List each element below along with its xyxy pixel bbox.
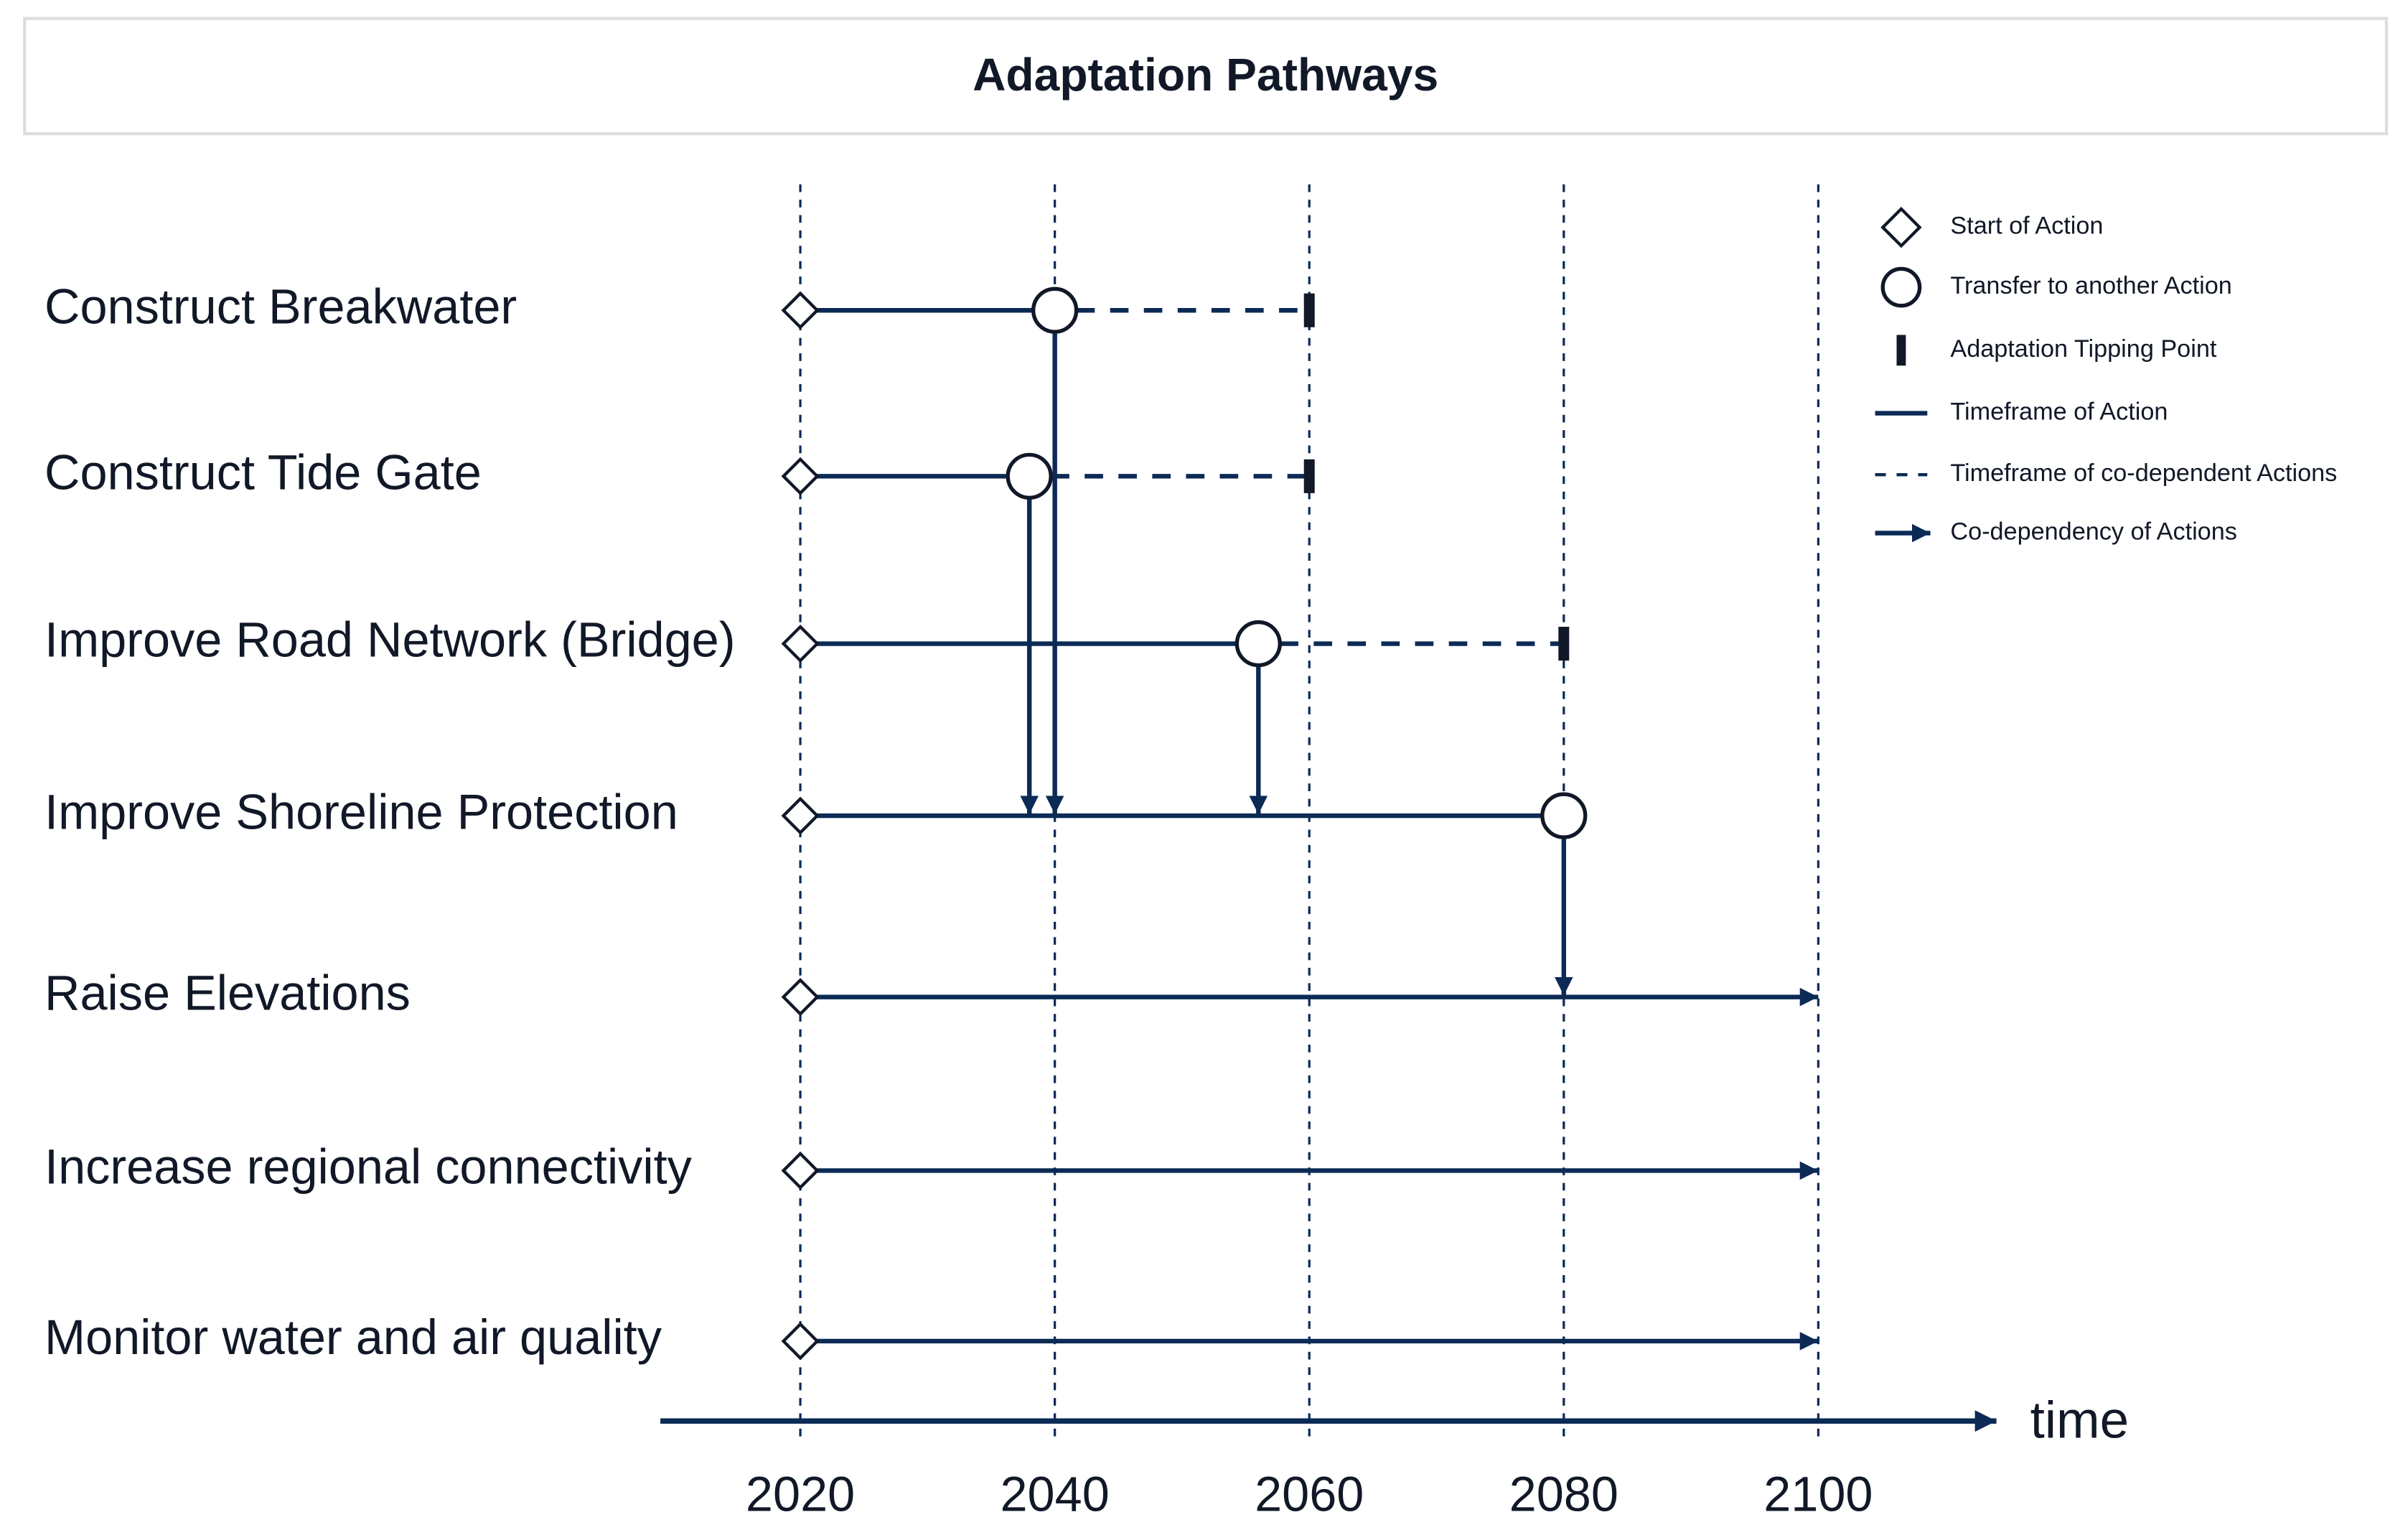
legend-symbol xyxy=(1880,266,1922,308)
row-label: Construct Breakwater xyxy=(44,279,517,334)
legend-label: Start of Action xyxy=(1950,213,2103,240)
chart-title: Adaptation Pathways xyxy=(973,49,1438,101)
transfer-marker xyxy=(1006,452,1053,500)
row-label: Increase regional connectivity xyxy=(44,1139,693,1195)
tipping-point xyxy=(1558,627,1570,661)
row-label: Improve Road Network (Bridge) xyxy=(44,612,736,668)
row-label: Construct Tide Gate xyxy=(44,444,482,500)
legend-symbol xyxy=(1880,206,1922,248)
x-tick-label: 2100 xyxy=(1763,1466,1873,1521)
x-axis-label: time xyxy=(2030,1391,2129,1450)
legend-label: Timeframe of Action xyxy=(1950,398,2168,426)
x-tick-label: 2060 xyxy=(1255,1466,1364,1521)
legend-label: Timeframe of co-dependent Actions xyxy=(1950,459,2337,487)
x-tick-label: 2080 xyxy=(1509,1466,1618,1521)
start-marker xyxy=(781,1151,820,1190)
legend-label: Co-dependency of Actions xyxy=(1950,518,2236,546)
tipping-point xyxy=(1303,293,1315,327)
start-marker xyxy=(781,796,820,835)
start-marker xyxy=(781,1322,820,1361)
row-label: Raise Elevations xyxy=(44,966,411,1021)
legend-symbol xyxy=(1896,335,1906,366)
x-tick-label: 2040 xyxy=(1000,1466,1109,1521)
start-marker xyxy=(781,624,820,663)
transfer-marker xyxy=(1235,620,1282,668)
start-marker xyxy=(781,457,820,495)
transfer-marker xyxy=(1031,286,1079,334)
start-marker xyxy=(781,291,820,330)
transfer-marker xyxy=(1540,792,1588,839)
title-box xyxy=(23,17,2389,136)
row-label: Improve Shoreline Protection xyxy=(44,784,678,839)
legend-label: Adaptation Tipping Point xyxy=(1950,335,2216,363)
tipping-point xyxy=(1303,459,1315,493)
row-label: Monitor water and air quality xyxy=(44,1310,662,1365)
start-marker xyxy=(781,978,820,1017)
x-tick-label: 2020 xyxy=(746,1466,855,1521)
legend-label: Transfer to another Action xyxy=(1950,272,2231,299)
